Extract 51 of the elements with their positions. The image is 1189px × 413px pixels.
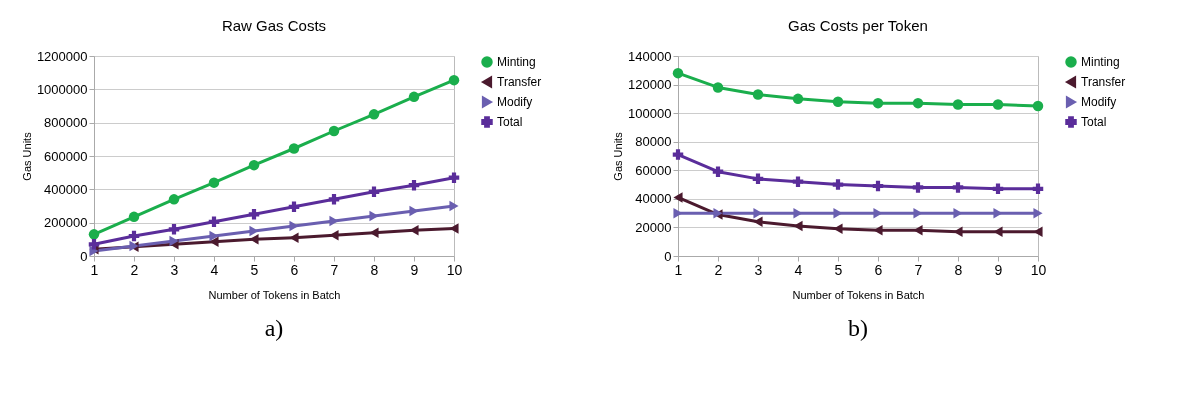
y-tick-label: 60000 [635, 162, 672, 178]
x-tick-label: 6 [874, 261, 883, 278]
legend-label: Total [497, 115, 523, 129]
text: a) [264, 315, 284, 341]
x-tick-label: 4 [794, 261, 803, 278]
legend-label: Minting [1081, 55, 1120, 69]
legend-label: Minting [497, 55, 536, 69]
x-tick-label: 3 [754, 261, 763, 278]
x-tick-label: 8 [954, 261, 963, 278]
legend-label: Transfer [497, 75, 542, 89]
legend-label: Modify [1081, 95, 1117, 109]
x-tick-label: 3 [170, 261, 179, 278]
y-tick-label: 0 [80, 248, 88, 264]
chart-title: Raw Gas Costs [221, 17, 327, 34]
y-tick-label: 40000 [635, 191, 672, 207]
y-tick-label: 140000 [628, 48, 672, 64]
legend-label: Modify [497, 95, 533, 109]
y-tick-label: 400000 [44, 181, 88, 197]
y-axis-title: Gas Units [20, 131, 33, 181]
y-tick-label: 1200000 [36, 48, 88, 64]
x-tick-label: 2 [130, 261, 139, 278]
y-tick-label: 200000 [44, 215, 88, 231]
legend-label: Total [1081, 115, 1107, 129]
y-tick-label: 600000 [44, 148, 88, 164]
legend-label: Transfer [1081, 75, 1126, 89]
x-tick-label: 1 [674, 261, 683, 278]
y-tick-label: 80000 [635, 134, 672, 150]
y-axis-title: Gas Units [612, 131, 625, 181]
x-tick-label: 6 [290, 261, 299, 278]
x-tick-label: 9 [994, 261, 1003, 278]
x-tick-label: 10 [1030, 261, 1047, 278]
x-axis-title: Number of Tokens in Batch [208, 288, 341, 301]
y-tick-label: 1000000 [36, 81, 88, 97]
x-tick-label: 7 [330, 261, 339, 278]
chart-title: Gas Costs per Token [788, 17, 928, 34]
y-tick-label: 120000 [628, 77, 672, 93]
x-tick-label: 2 [714, 261, 723, 278]
x-tick-label: 9 [410, 261, 419, 278]
x-tick-label: 10 [446, 261, 463, 278]
text: b) [848, 315, 868, 341]
x-tick-label: 8 [370, 261, 379, 278]
x-tick-label: 7 [914, 261, 923, 278]
y-tick-label: 20000 [635, 219, 672, 235]
x-tick-label: 4 [210, 261, 219, 278]
x-tick-label: 1 [90, 261, 99, 278]
y-tick-label: 100000 [628, 105, 672, 121]
x-tick-label: 5 [250, 261, 259, 278]
y-tick-label: 800000 [44, 115, 88, 131]
x-tick-label: 5 [834, 261, 843, 278]
x-axis-title: Number of Tokens in Batch [792, 288, 925, 301]
y-tick-label: 0 [664, 248, 672, 264]
